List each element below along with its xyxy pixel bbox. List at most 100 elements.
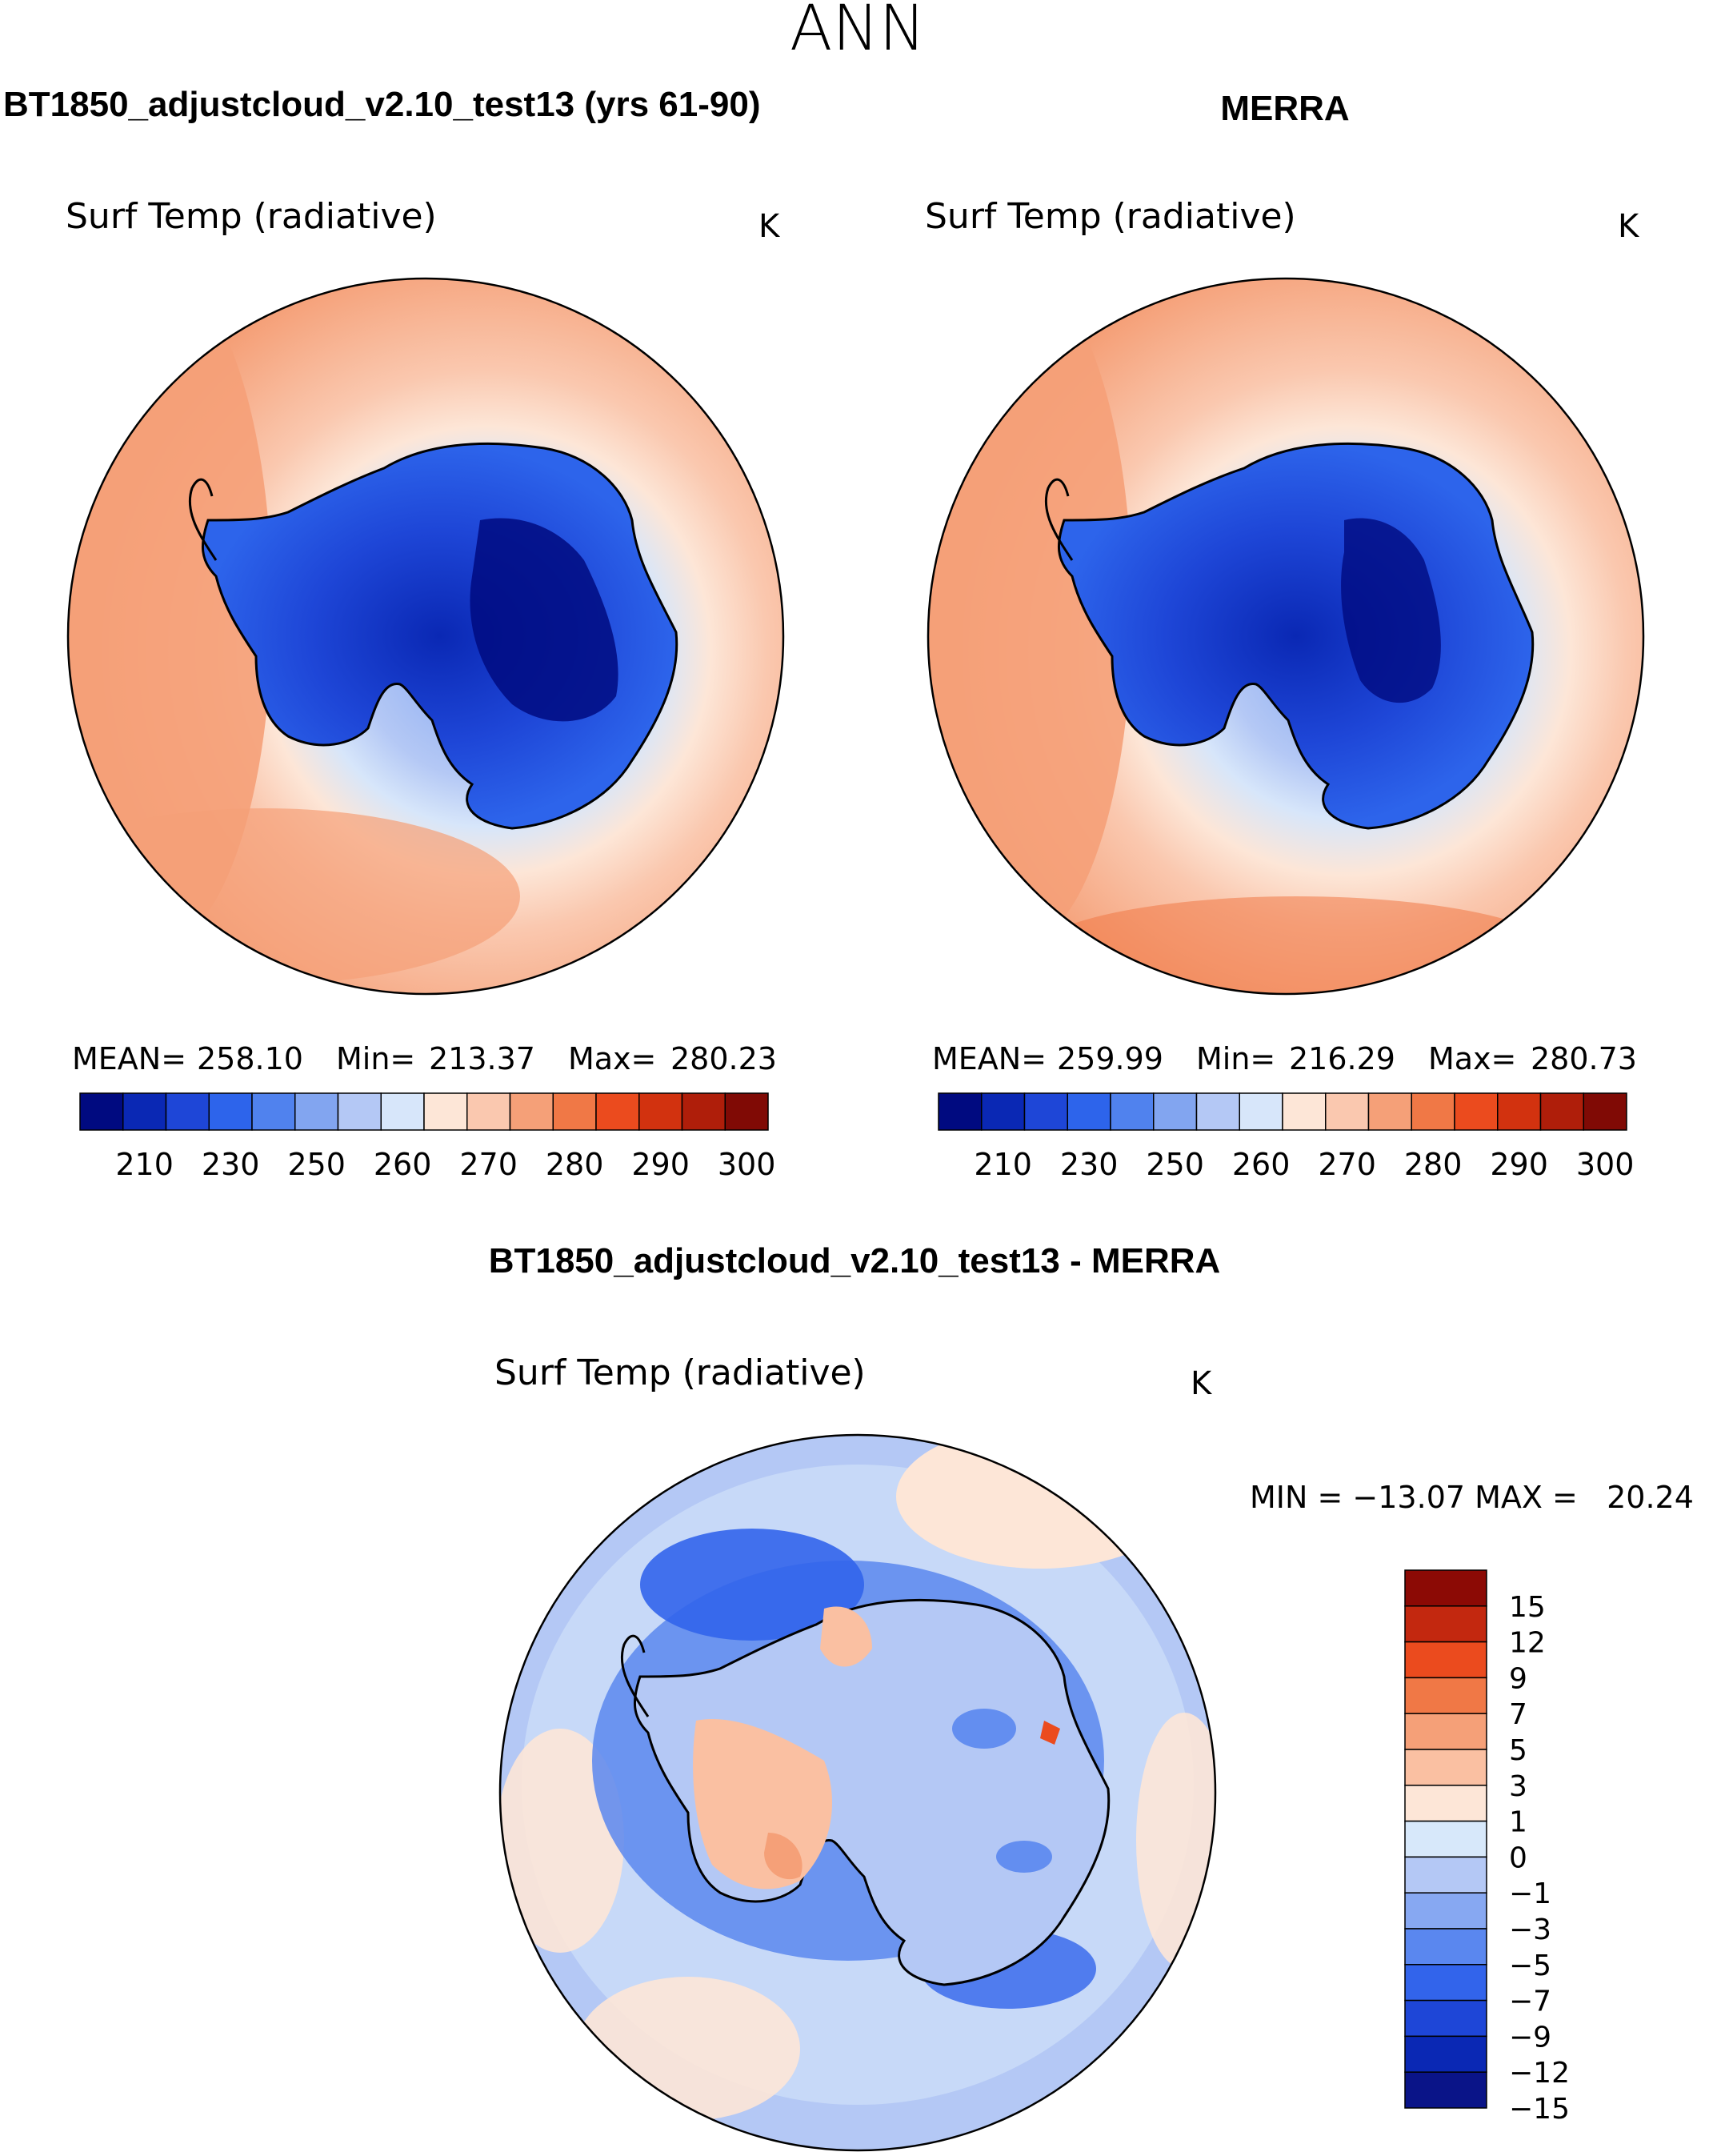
panel-obs-colorbar-swatch — [1067, 1092, 1111, 1131]
panel-obs-peninsula — [1044, 478, 1074, 561]
panel-obs-colorbar-swatch — [1325, 1092, 1370, 1131]
panel-obs-colorbar-tick-label: 290 — [1490, 1147, 1548, 1182]
panel-test-units: K — [758, 208, 781, 245]
panel-diff-colorbar-label: −15 — [1509, 2093, 1570, 2126]
panel-test-min-label: Min= — [336, 1041, 415, 1076]
panel-diff-colorbar-swatch — [1404, 1785, 1487, 1822]
panel-test-colorbar-swatch — [337, 1092, 382, 1131]
panel-test-max-label: Max= — [568, 1041, 656, 1076]
panel-test-min: 213.37 — [429, 1041, 535, 1076]
panel-obs-stats: MEAN= 259.99 Min= 216.29 Max= 280.73 — [932, 1041, 1637, 1076]
panel-obs-colorbar-tick-label: 210 — [974, 1147, 1032, 1182]
panel-obs-colorbar-tick-label: 260 — [1232, 1147, 1291, 1182]
panel-diff-units: K — [1191, 1365, 1213, 1402]
panel-test-colorbar-tick-label: 260 — [374, 1147, 432, 1182]
panel-obs-colorbar-tick-label: 280 — [1404, 1147, 1463, 1182]
panel-obs-colorbar-swatch — [1454, 1092, 1499, 1131]
panel-obs-max: 280.73 — [1531, 1041, 1637, 1076]
panel-test-colorbar-tick-label: 250 — [287, 1147, 346, 1182]
panel-test-colorbar-swatch — [509, 1092, 554, 1131]
panel-test-colorbar-swatch — [552, 1092, 597, 1131]
panel-obs-colorbar-ticks: 210 230 250 260 270 280 290 300 — [974, 1147, 1634, 1182]
panel-obs-max-label: Max= — [1428, 1041, 1516, 1076]
panel-test-max: 280.23 — [670, 1041, 777, 1076]
panel-diff: BT1850_adjustcloud_v2.10_test13 - MERRA … — [489, 1241, 1694, 2152]
panel-obs-min: 216.29 — [1289, 1041, 1395, 1076]
panel-test-colorbar-ticks: 210 230 250 260 270 280 290 300 — [115, 1147, 775, 1182]
panel-test-colorbar-tick-label: 270 — [459, 1147, 518, 1182]
panel-diff-colorbar-swatch — [1404, 1749, 1487, 1786]
panel-diff-map-border — [498, 1433, 1217, 2152]
panel-obs-colorbar-tick-label: 300 — [1576, 1147, 1635, 1182]
panel-obs-colorbar-swatch — [1110, 1092, 1155, 1131]
panel-obs-colorbar-swatch — [981, 1092, 1026, 1131]
panel-diff-colorbar-label: 0 — [1509, 1841, 1527, 1874]
panel-test-stats: MEAN= 258.10 Min= 213.37 Max= 280.23 — [72, 1041, 777, 1076]
panel-diff-colorbar-swatch — [1404, 1641, 1487, 1679]
panel-test-colorbar-swatch — [423, 1092, 468, 1131]
panel-obs-colorbar-swatch — [1367, 1092, 1412, 1131]
panel-diff-colorbar-label: −7 — [1509, 1986, 1551, 2018]
panel-test-colorbar — [79, 1092, 769, 1131]
panel-diff-colorbar-swatch — [1404, 1999, 1487, 2038]
panel-diff-colorbar-label: 3 — [1509, 1770, 1527, 1803]
panel-diff-colorbar — [1404, 1569, 1487, 2109]
panel-diff-map — [500, 1435, 1215, 2150]
panel-test-mean: 258.10 — [197, 1041, 303, 1076]
panel-obs-colorbar-swatch — [1411, 1092, 1455, 1131]
panel-obs-colorbar — [938, 1092, 1627, 1131]
panel-obs-variable: Surf Temp (radiative) — [925, 196, 1296, 237]
panel-diff-colorbar-swatch — [1404, 2071, 1487, 2109]
panel-test-colorbar-tick-label: 300 — [718, 1147, 776, 1182]
panel-diff-continent — [633, 1598, 1111, 1986]
panel-test-colorbar-swatch — [251, 1092, 296, 1131]
panel-test-mean-label: MEAN= — [72, 1041, 186, 1076]
panel-diff-colorbar-label: −5 — [1509, 1950, 1551, 1982]
panel-test-colorbar-swatch — [380, 1092, 425, 1131]
panel-diff-colorbar-swatch — [1404, 1964, 1487, 2002]
panel-diff-colorbar-swatch — [1404, 1928, 1487, 1966]
panel-obs-colorbar-tick-label: 230 — [1060, 1147, 1119, 1182]
panel-test-colorbar-tick-label: 290 — [631, 1147, 690, 1182]
panel-diff-colorbar-label: −3 — [1509, 1914, 1551, 1946]
panel-obs-units: K — [1618, 208, 1640, 245]
panel-test-heading: BT1850_adjustcloud_v2.10_test13 (yrs 61-… — [3, 85, 761, 124]
panel-diff-colorbar-label: 15 — [1509, 1591, 1546, 1624]
panel-diff-colorbar-swatch — [1404, 1892, 1487, 1930]
panel-diff-peninsula — [620, 1634, 650, 1717]
panel-obs: MERRA Surf Temp (radiative) K MEAN= 259.… — [925, 89, 1645, 1182]
panel-test-colorbar-tick-label: 230 — [202, 1147, 260, 1182]
panel-diff-colorbar-label: 1 — [1509, 1806, 1527, 1839]
panel-test-variable: Surf Temp (radiative) — [66, 196, 437, 237]
panel-obs-colorbar-swatch — [1239, 1092, 1283, 1131]
panel-diff-colorbar-swatch — [1404, 1605, 1487, 1643]
panel-diff-colorbar-label: 9 — [1509, 1662, 1527, 1695]
panel-obs-heading: MERRA — [1220, 89, 1349, 128]
panel-test-colorbar-swatch — [638, 1092, 683, 1131]
panel-obs-colorbar-tick-label: 270 — [1318, 1147, 1376, 1182]
panel-test-map-border — [66, 277, 785, 996]
panel-diff-colorbar-swatch — [1404, 1713, 1487, 1750]
panel-diff-heading: BT1850_adjustcloud_v2.10_test13 - MERRA — [489, 1241, 1221, 1280]
panel-test-colorbar-swatch — [165, 1092, 210, 1131]
panel-diff-colorbar-label: 5 — [1509, 1734, 1527, 1767]
panel-test-colorbar-swatch — [122, 1092, 167, 1131]
panel-obs-colorbar-swatch — [1023, 1092, 1068, 1131]
panel-test-colorbar-swatch — [466, 1092, 511, 1131]
panel-diff-colorbar-swatch — [1404, 1820, 1487, 1858]
panel-diff-colorbar-swatch — [1404, 1677, 1487, 1714]
panel-test: BT1850_adjustcloud_v2.10_test13 (yrs 61-… — [3, 85, 785, 1182]
panel-test-peninsula — [188, 478, 218, 561]
panel-obs-map — [928, 279, 1643, 994]
panel-obs-continent — [1057, 442, 1535, 830]
panel-obs-mean-label: MEAN= — [932, 1041, 1047, 1076]
panel-diff-colorbar-label: 7 — [1509, 1698, 1527, 1731]
panel-diff-colorbar-swatch — [1404, 1856, 1487, 1894]
panel-test-colorbar-swatch — [208, 1092, 253, 1131]
panel-diff-colorbar-swatch — [1404, 2035, 1487, 2073]
panel-obs-colorbar-swatch — [1539, 1092, 1584, 1131]
panel-obs-colorbar-swatch — [1282, 1092, 1327, 1131]
panel-diff-range: MIN = −13.07 MAX = 20.24 — [1250, 1480, 1694, 1515]
